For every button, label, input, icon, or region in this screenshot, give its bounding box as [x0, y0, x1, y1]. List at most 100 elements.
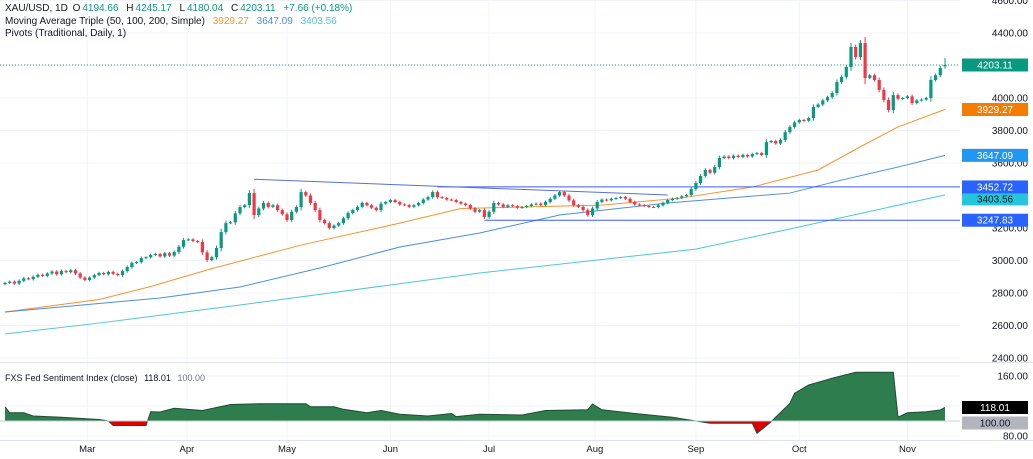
symbol-legend: XAU/USD, 1D O 4194.66 H 4245.17 L 4180.04 C… — [5, 3, 354, 15]
candle-body — [12, 281, 16, 284]
price-tick-label: 4600.00 — [992, 0, 1029, 7]
candle-body — [548, 198, 552, 202]
candle-body — [487, 211, 491, 217]
candle-body — [41, 274, 45, 276]
trendline — [254, 178, 668, 196]
candle-body — [581, 206, 585, 211]
candle-body — [525, 206, 529, 208]
candle-body — [567, 195, 571, 201]
candle-body — [139, 258, 143, 263]
time-tick-label: Jun — [383, 444, 398, 455]
candle-body — [17, 280, 21, 284]
candle-body — [882, 89, 886, 100]
indicator-tick-label: 160.00 — [997, 372, 1028, 383]
indicator-tick-label: 80.00 — [1003, 432, 1028, 443]
candle-body — [797, 119, 801, 123]
candle-body — [332, 225, 336, 228]
candle-body — [459, 202, 463, 204]
candle-body — [506, 205, 510, 207]
candle-body — [97, 273, 101, 276]
candle-body — [764, 142, 768, 156]
candle-body — [891, 95, 895, 111]
candle-body — [440, 197, 444, 199]
ma-legend[interactable]: Moving Average Triple (50, 100, 200, Sim… — [5, 16, 339, 28]
candle-body — [355, 206, 360, 211]
candle-body — [8, 281, 12, 283]
time-axis[interactable]: Mar Apr May Jun Jul Aug Sep Oct Nov — [79, 444, 916, 455]
candle-body — [233, 213, 237, 223]
candle-body — [243, 205, 247, 208]
candle-body — [830, 92, 834, 98]
price-tick-label: 2800.00 — [992, 289, 1029, 300]
candle-body — [83, 277, 87, 280]
ma-value-label-bg — [962, 192, 1028, 206]
candle-body — [482, 210, 486, 217]
candle-body — [511, 205, 515, 207]
candle-body — [788, 126, 792, 133]
candle-body — [346, 213, 350, 219]
candle-body — [558, 192, 562, 196]
indicator-legend[interactable]: FXS Fed Sentiment Index (close) 118.01 1… — [5, 372, 207, 384]
candle-body — [473, 208, 477, 212]
candle-body — [365, 202, 369, 206]
candle-body — [149, 254, 153, 258]
open-value: 4194.66 — [82, 3, 119, 14]
candle-body — [3, 282, 7, 285]
candle-body — [205, 252, 209, 261]
candle-body — [680, 196, 684, 198]
candle-body — [431, 192, 435, 198]
candle-body — [637, 204, 642, 206]
candle-body — [727, 156, 731, 159]
candle-body — [229, 222, 233, 224]
candle-body — [755, 153, 759, 155]
price-tick-label: 3800.00 — [992, 126, 1029, 137]
pivot-value-label-bg — [962, 180, 1028, 194]
candle-body — [290, 211, 294, 221]
candle-body — [802, 119, 806, 121]
candle-body — [196, 241, 200, 242]
candle-body — [55, 271, 59, 275]
candle-body — [924, 98, 928, 100]
candle-body — [210, 257, 214, 261]
sentiment-area-negative — [5, 421, 945, 434]
candle-body — [835, 82, 839, 93]
pivot-value-label: 3452.72 — [977, 182, 1014, 193]
candle-body — [69, 270, 73, 273]
candle-body — [816, 104, 820, 107]
candle-body — [73, 270, 78, 274]
candle-body — [191, 239, 195, 241]
sentiment-area-positive — [5, 372, 945, 421]
candle-body — [572, 200, 576, 206]
price-tick-label: 4000.00 — [992, 94, 1029, 105]
candle-body — [793, 122, 797, 127]
candle-body — [266, 202, 270, 207]
candle-body — [595, 202, 599, 209]
indicator-baseline-label-bg — [962, 416, 1028, 430]
price-tick-label: 3600.00 — [992, 159, 1029, 170]
candle-body — [224, 223, 228, 233]
candle-body — [417, 202, 421, 206]
pivots-legend[interactable]: Pivots (Traditional, Daily, 1) — [5, 28, 128, 40]
price-axis[interactable]: 4600.00 4400.00 4000.00 3800.00 3600.00 3200.… — [962, 0, 1028, 443]
candle-body — [421, 199, 425, 203]
candle-body — [341, 218, 345, 224]
change-value: +7.66 (+0.18%) — [283, 3, 353, 14]
candle-body — [247, 193, 251, 206]
candle-body — [576, 205, 580, 207]
candle-body — [938, 67, 942, 76]
candle-body — [153, 254, 157, 255]
candle-body — [478, 210, 482, 212]
candle-body — [144, 257, 148, 259]
candle-body — [125, 267, 129, 272]
ma50-value: 3929.27 — [212, 16, 249, 27]
high-label: H — [126, 3, 134, 14]
candle-body — [600, 199, 604, 202]
low-label: L — [179, 3, 186, 14]
time-tick-label: Mar — [79, 444, 95, 455]
candle-body — [285, 214, 289, 221]
candle-body — [647, 206, 651, 208]
candle-body — [120, 271, 125, 276]
candle-body — [200, 241, 204, 253]
candle-body — [623, 197, 627, 199]
